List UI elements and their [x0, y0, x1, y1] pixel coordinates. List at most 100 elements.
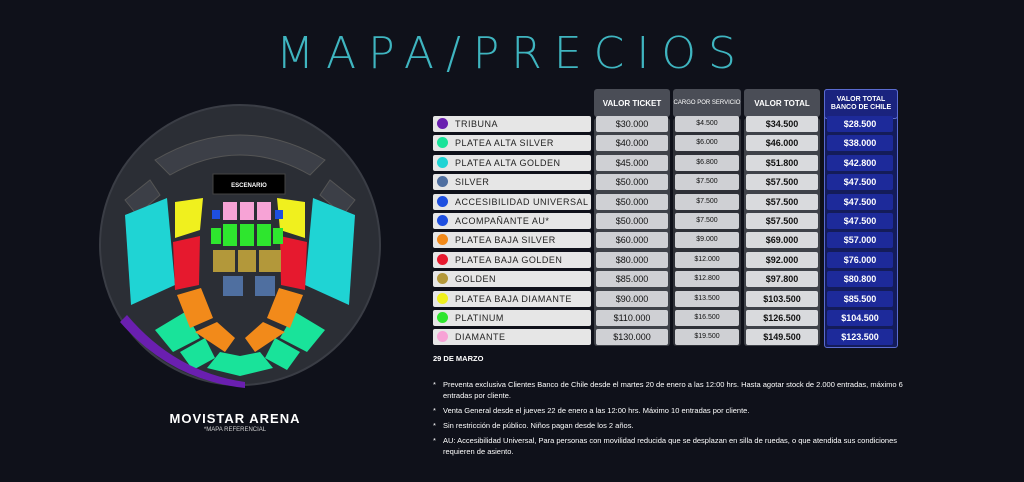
zone-color-dot	[437, 234, 448, 245]
header-cargo: CARGO POR SERVICIO	[673, 89, 741, 117]
price-bank-cell: $28.500	[827, 116, 893, 132]
accesibilidad-universal-sections	[212, 210, 283, 219]
price-bank-cell: $47.500	[827, 194, 893, 210]
zone-row-label: PLATEA ALTA SILVER	[433, 135, 591, 151]
zone-name: TRIBUNA	[455, 119, 499, 129]
zone-color-dot	[437, 157, 448, 168]
price-ticket-cell: $50.000	[596, 174, 668, 190]
zone-name: DIAMANTE	[455, 332, 506, 342]
notes-list: Preventa exclusiva Clientes Banco de Chi…	[433, 379, 913, 461]
price-bank-cell: $57.000	[827, 232, 893, 248]
price-total-cell: $34.500	[746, 116, 818, 132]
zone-color-dot	[437, 312, 448, 323]
price-total-cell: $103.500	[746, 291, 818, 307]
header-total: VALOR TOTAL	[744, 89, 820, 117]
zone-name: PLATEA BAJA GOLDEN	[455, 255, 563, 265]
price-cargo-cell: $9.000	[675, 232, 739, 248]
zone-color-dot	[437, 215, 448, 226]
zone-name: PLATEA ALTA SILVER	[455, 138, 554, 148]
zone-row-label: SILVER	[433, 174, 591, 190]
price-ticket-cell: $110.000	[596, 310, 668, 326]
zone-name: PLATINUM	[455, 313, 504, 323]
zone-row-label: PLATEA BAJA SILVER	[433, 232, 591, 248]
price-cargo-cell: $6.800	[675, 155, 739, 171]
page-title: MAPA/PRECIOS	[276, 28, 748, 79]
platinum-section	[211, 224, 283, 246]
tribuna-section	[120, 315, 245, 388]
zone-name: ACOMPAÑANTE AU*	[455, 216, 550, 226]
price-cargo-cell: $19.500	[675, 329, 739, 345]
price-ticket-cell: $80.000	[596, 252, 668, 268]
zone-color-dot	[437, 196, 448, 207]
upper-gray-seats	[154, 134, 326, 176]
silver-section	[223, 276, 275, 296]
zone-name: SILVER	[455, 177, 490, 187]
price-ticket-cell: $90.000	[596, 291, 668, 307]
venue-note: *MAPA REFERENCIAL	[203, 427, 267, 433]
price-bank-cell: $42.800	[827, 155, 893, 171]
header-bank: VALOR TOTAL BANCO DE CHILE	[824, 89, 898, 119]
price-total-cell: $57.500	[746, 194, 818, 210]
price-bank-cell: $38.000	[827, 135, 893, 151]
platea-baja-diamante-sections	[175, 198, 305, 238]
price-bank-cell: $47.500	[827, 213, 893, 229]
price-bank-cell: $80.800	[827, 271, 893, 287]
price-bank-cell: $85.500	[827, 291, 893, 307]
zone-color-dot	[437, 293, 448, 304]
zone-color-dot	[437, 331, 448, 342]
price-ticket-cell: $50.000	[596, 213, 668, 229]
price-cargo-cell: $7.500	[675, 174, 739, 190]
stage-label: ESCENARIO	[231, 183, 267, 189]
price-ticket-cell: $45.000	[596, 155, 668, 171]
price-cargo-cell: $13.500	[675, 291, 739, 307]
price-ticket-cell: $85.000	[596, 271, 668, 287]
note-item: Venta General desde el jueves 22 de ener…	[433, 405, 913, 416]
zone-name: GOLDEN	[455, 274, 497, 284]
price-ticket-cell: $40.000	[596, 135, 668, 151]
price-bank-cell: $123.500	[827, 329, 893, 345]
price-ticket-cell: $30.000	[596, 116, 668, 132]
zone-color-dot	[437, 137, 448, 148]
zone-color-dot	[437, 176, 448, 187]
zone-row-label: TRIBUNA	[433, 116, 591, 132]
price-total-cell: $57.500	[746, 213, 818, 229]
zone-row-label: PLATINUM	[433, 310, 591, 326]
price-total-cell: $51.800	[746, 155, 818, 171]
zone-row-label: ACOMPAÑANTE AU*	[433, 213, 591, 229]
price-cargo-cell: $12.000	[675, 252, 739, 268]
diamante-section	[223, 202, 271, 220]
stage	[212, 173, 286, 195]
zone-color-dot	[437, 273, 448, 284]
zone-row-label: PLATEA BAJA DIAMANTE	[433, 291, 591, 307]
arena-map: ESCENARIO	[99, 104, 381, 388]
price-cargo-cell: $12.800	[675, 271, 739, 287]
zone-row-label: ACCESIBILIDAD UNIVERSAL	[433, 194, 591, 210]
note-item: AU: Accesibilidad Universal, Para person…	[433, 435, 913, 457]
platea-alta-golden-sections	[125, 198, 355, 305]
price-cargo-cell: $7.500	[675, 194, 739, 210]
platea-baja-silver-sections	[177, 288, 303, 352]
price-ticket-cell: $50.000	[596, 194, 668, 210]
event-date: 29 DE MARZO	[433, 354, 484, 363]
zone-row-label: DIAMANTE	[433, 329, 591, 345]
price-total-cell: $69.000	[746, 232, 818, 248]
price-bank-cell: $76.000	[827, 252, 893, 268]
golden-section	[213, 250, 281, 272]
zone-row-label: PLATEA BAJA GOLDEN	[433, 252, 591, 268]
zone-name: PLATEA BAJA SILVER	[455, 235, 556, 245]
header-ticket: VALOR TICKET	[594, 89, 670, 117]
price-total-cell: $57.500	[746, 174, 818, 190]
price-bank-cell: $104.500	[827, 310, 893, 326]
price-ticket-cell: $130.000	[596, 329, 668, 345]
note-item: Preventa exclusiva Clientes Banco de Chi…	[433, 379, 913, 401]
venue-name: MOVISTAR ARENA	[169, 411, 301, 426]
platea-baja-golden-sections	[173, 236, 307, 290]
price-total-cell: $97.800	[746, 271, 818, 287]
price-cargo-cell: $16.500	[675, 310, 739, 326]
zone-row-label: GOLDEN	[433, 271, 591, 287]
price-total-cell: $149.500	[746, 329, 818, 345]
zone-name: ACCESIBILIDAD UNIVERSAL	[455, 197, 589, 207]
zone-row-label: PLATEA ALTA GOLDEN	[433, 155, 591, 171]
zone-name: PLATEA ALTA GOLDEN	[455, 158, 561, 168]
price-total-cell: $126.500	[746, 310, 818, 326]
